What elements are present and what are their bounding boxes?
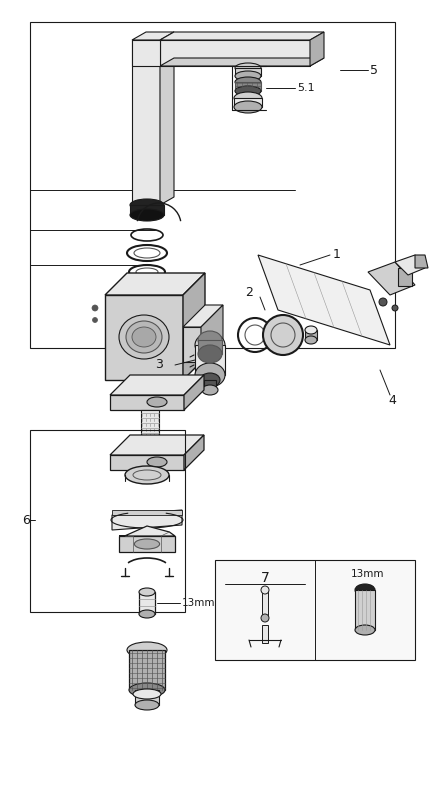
- Ellipse shape: [234, 101, 262, 113]
- Polygon shape: [201, 305, 223, 362]
- Ellipse shape: [147, 397, 167, 407]
- Polygon shape: [184, 375, 204, 410]
- Bar: [204, 380, 216, 390]
- Ellipse shape: [235, 77, 261, 87]
- Polygon shape: [183, 305, 223, 327]
- Text: 2: 2: [245, 286, 253, 299]
- Polygon shape: [415, 255, 428, 268]
- Ellipse shape: [200, 373, 220, 387]
- Polygon shape: [258, 255, 390, 345]
- Ellipse shape: [261, 586, 269, 594]
- Ellipse shape: [147, 457, 167, 467]
- Bar: [198, 340, 222, 354]
- Ellipse shape: [305, 336, 317, 344]
- Bar: [130, 205, 164, 215]
- Bar: [234, 98, 262, 107]
- Polygon shape: [310, 32, 324, 66]
- Bar: [355, 590, 375, 630]
- Ellipse shape: [139, 588, 155, 596]
- Polygon shape: [132, 40, 160, 205]
- Bar: [215, 560, 415, 660]
- Text: 13mm: 13mm: [351, 569, 385, 579]
- Polygon shape: [132, 40, 160, 66]
- Ellipse shape: [129, 683, 165, 697]
- Ellipse shape: [139, 610, 155, 618]
- Bar: [195, 345, 225, 375]
- Bar: [139, 592, 155, 614]
- Polygon shape: [110, 395, 184, 410]
- Bar: [235, 68, 261, 76]
- Ellipse shape: [130, 209, 164, 221]
- Ellipse shape: [130, 199, 164, 211]
- Polygon shape: [160, 40, 310, 66]
- Ellipse shape: [235, 86, 261, 96]
- Polygon shape: [160, 32, 324, 40]
- Polygon shape: [160, 32, 174, 205]
- Ellipse shape: [119, 315, 169, 359]
- Ellipse shape: [263, 315, 303, 355]
- Polygon shape: [183, 273, 205, 380]
- Text: 3: 3: [155, 358, 163, 371]
- Ellipse shape: [355, 625, 375, 635]
- Polygon shape: [112, 510, 182, 515]
- Ellipse shape: [392, 305, 398, 311]
- Polygon shape: [119, 536, 175, 552]
- Text: 4: 4: [388, 394, 396, 406]
- Ellipse shape: [93, 318, 97, 322]
- Polygon shape: [105, 295, 183, 380]
- Bar: [129, 650, 165, 690]
- Text: 6: 6: [22, 514, 30, 526]
- Ellipse shape: [198, 331, 222, 349]
- Ellipse shape: [198, 345, 222, 363]
- Bar: [305, 330, 317, 340]
- Bar: [135, 690, 159, 705]
- Ellipse shape: [132, 327, 156, 347]
- Ellipse shape: [195, 333, 225, 357]
- Ellipse shape: [235, 71, 261, 81]
- Bar: [183, 327, 201, 362]
- Polygon shape: [368, 262, 415, 295]
- Ellipse shape: [134, 539, 160, 549]
- Ellipse shape: [92, 305, 98, 311]
- Polygon shape: [110, 375, 204, 395]
- Bar: [141, 410, 159, 455]
- Polygon shape: [110, 435, 204, 455]
- Ellipse shape: [379, 298, 387, 306]
- Polygon shape: [395, 255, 425, 275]
- Text: 13mm: 13mm: [182, 598, 216, 608]
- Text: 7: 7: [261, 571, 269, 585]
- Polygon shape: [112, 510, 182, 530]
- Ellipse shape: [261, 614, 269, 622]
- Bar: [262, 590, 268, 618]
- Ellipse shape: [234, 92, 262, 104]
- Ellipse shape: [202, 385, 218, 395]
- Ellipse shape: [125, 466, 169, 484]
- Ellipse shape: [195, 363, 225, 387]
- Ellipse shape: [133, 689, 161, 699]
- Ellipse shape: [235, 63, 261, 73]
- Text: 1: 1: [333, 249, 341, 262]
- Text: 5: 5: [370, 63, 378, 77]
- Ellipse shape: [127, 642, 167, 658]
- Ellipse shape: [126, 321, 162, 353]
- Ellipse shape: [135, 700, 159, 710]
- Bar: [262, 625, 268, 643]
- Polygon shape: [184, 435, 204, 470]
- Polygon shape: [119, 526, 175, 536]
- Ellipse shape: [305, 326, 317, 334]
- Polygon shape: [110, 455, 184, 470]
- Polygon shape: [105, 273, 205, 295]
- Bar: [235, 82, 261, 91]
- Polygon shape: [132, 32, 174, 40]
- Polygon shape: [160, 58, 324, 66]
- Ellipse shape: [355, 584, 375, 596]
- Bar: [30, 430, 185, 612]
- Bar: [398, 268, 412, 286]
- Text: 5.1: 5.1: [297, 83, 315, 93]
- Bar: [30, 22, 395, 348]
